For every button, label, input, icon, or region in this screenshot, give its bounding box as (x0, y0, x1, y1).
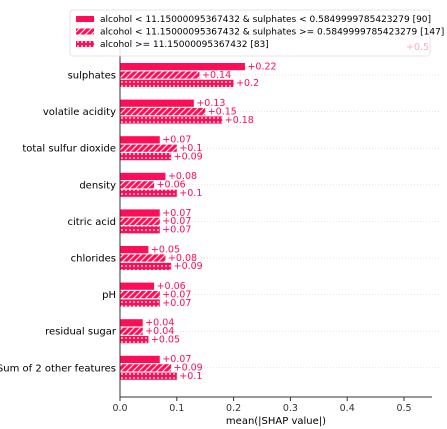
bar-solid (120, 172, 166, 180)
bar-value-label: +0.1 (179, 371, 202, 382)
value-labels-layer: +0.22+0.14+0.2+0.13+0.15+0.18+0.07+0.1+0… (145, 61, 276, 382)
bar-solid (120, 246, 149, 254)
bar-value-label: +0.04 (145, 318, 174, 329)
legend-swatch-diagonal (76, 28, 94, 35)
bar-dots (120, 336, 149, 344)
bar-value-label: +0.14 (202, 70, 231, 81)
bar-solid (120, 99, 194, 107)
bar-solid (120, 282, 155, 290)
bar-value-label: +0.07 (162, 216, 191, 227)
bar-value-label: +0.13 (196, 98, 225, 109)
feature-label: chlorides (71, 254, 116, 265)
bar-value-label: +0.18 (225, 115, 254, 126)
bar-dots (120, 226, 160, 234)
x-tick-label: 0.3 (283, 403, 298, 414)
feature-label: volatile acidity (43, 107, 116, 118)
feature-labels-layer: sulphates volatile acidity total sulfur di… (0, 71, 117, 375)
feature-label: citric acid (67, 217, 116, 228)
legend: +0.5 alcohol < 11.15000095367432 & sulpha… (69, 9, 444, 57)
bar-value-label: +0.07 (162, 225, 191, 236)
bar-value-label: +0.09 (174, 363, 203, 374)
bar-value-label: +0.05 (151, 334, 180, 345)
bar-value-label: +0.05 (151, 244, 180, 255)
legend-entry-label: alcohol < 11.15000095367432 & sulphates … (100, 15, 431, 25)
bar-value-label: +0.1 (179, 188, 202, 199)
bar-value-label: +0.06 (157, 281, 186, 292)
legend-entry-label: alcohol >= 11.15000095367432 [83] (100, 40, 269, 50)
bar-diagonal (120, 144, 177, 152)
bar-diagonal (120, 254, 166, 262)
feature-label: density (79, 180, 116, 191)
bar-diagonal (120, 217, 160, 225)
bar-dots (120, 116, 223, 124)
bar-diagonal (120, 181, 155, 189)
bar-value-label: +0.15 (208, 106, 237, 117)
x-tick-label: 0.1 (169, 403, 184, 414)
bar-value-label: +0.07 (162, 208, 191, 219)
feature-label: Sum of 2 other features (0, 363, 116, 374)
bar-solid (120, 209, 160, 217)
feature-label: sulphates (68, 71, 116, 82)
x-tick-label: 0.5 (396, 403, 411, 414)
bar-diagonal (120, 71, 200, 79)
bar-solid (120, 319, 143, 327)
x-tick-label: 0.4 (340, 403, 355, 414)
bar-diagonal (120, 327, 143, 335)
bar-solid (120, 63, 245, 71)
bar-dots (120, 189, 177, 197)
bar-value-label: +0.09 (174, 151, 203, 162)
bar-dots (120, 372, 177, 380)
bar-value-label: +0.07 (162, 354, 191, 365)
legend-box (69, 9, 431, 57)
bar-solid (120, 136, 160, 144)
bar-dots (120, 299, 160, 307)
feature-label: residual sugar (45, 327, 117, 338)
legend-swatch-solid (76, 16, 94, 22)
legend-entry-label: alcohol < 11.15000095367432 & sulphates … (100, 28, 444, 38)
bar-solid (120, 355, 160, 363)
legend-swatch-dots (76, 41, 94, 47)
bar-value-label: +0.2 (236, 78, 259, 89)
bar-value-label: +0.08 (168, 253, 197, 264)
bar-value-label: +0.1 (179, 143, 202, 154)
feature-label: pH (102, 290, 116, 301)
bar-value-label: +0.09 (174, 261, 203, 272)
x-axis-title: mean(|SHAP value|) (226, 416, 326, 427)
bar-diagonal (120, 291, 160, 299)
bars-layer (120, 63, 245, 380)
bar-value-label: +0.06 (157, 180, 186, 191)
grid-layer (120, 74, 440, 369)
bar-value-label: +0.08 (168, 171, 197, 182)
bar-dots (120, 262, 172, 270)
bar-value-label: +0.07 (162, 135, 191, 146)
x-tick-label: 0.2 (226, 403, 241, 414)
obscured-value-label: +0.5 (406, 42, 429, 53)
bar-diagonal (120, 364, 172, 372)
bar-value-label: +0.07 (162, 298, 191, 309)
bar-value-label: +0.07 (162, 289, 191, 300)
feature-label: total sulfur dioxide (22, 144, 116, 155)
bar-value-label: +0.22 (247, 61, 276, 72)
bar-dots (120, 153, 172, 161)
bar-dots (120, 79, 234, 87)
x-tick-label: 0.0 (112, 403, 127, 414)
bar-diagonal (120, 108, 206, 116)
bar-value-label: +0.04 (145, 326, 174, 337)
x-axis: mean(|SHAP value|) 0.0 0.1 0.2 0.3 0.4 0.5 (112, 48, 432, 427)
